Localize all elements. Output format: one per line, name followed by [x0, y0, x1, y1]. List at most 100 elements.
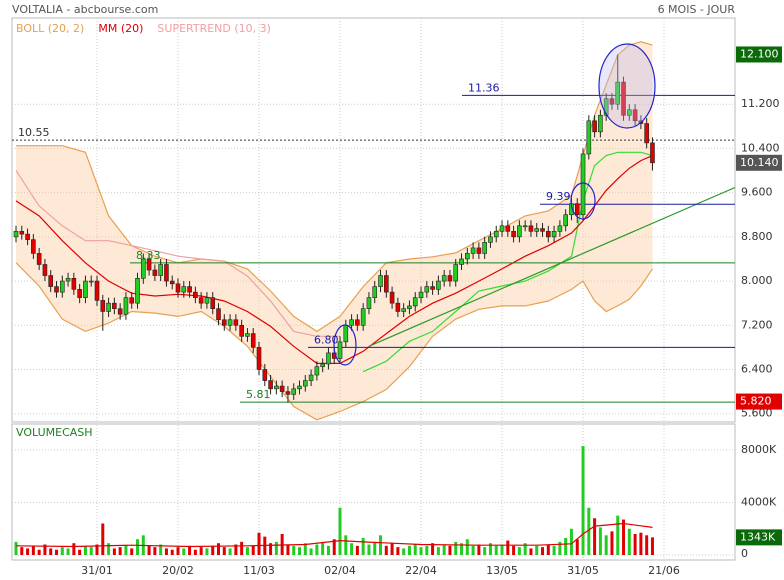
volume-bar — [211, 545, 215, 556]
volume-bar — [188, 545, 192, 556]
volume-bar — [286, 544, 290, 556]
legend-entry: MM (20) — [98, 22, 143, 35]
volume-bar — [240, 541, 244, 556]
candle-body — [106, 302, 111, 312]
volume-bar — [95, 544, 99, 556]
candle-body — [511, 231, 516, 238]
candle-body — [221, 319, 227, 326]
candle-body — [343, 324, 349, 343]
candle-body — [621, 81, 626, 116]
candle-body — [268, 380, 273, 390]
volume-bar — [222, 547, 226, 556]
candle-body — [389, 291, 395, 304]
candle-body — [447, 275, 453, 282]
candle-body — [557, 225, 563, 232]
candle-body — [112, 302, 117, 310]
volume-panel — [11, 423, 736, 561]
y-tick-label: 8.800 — [741, 230, 773, 243]
volume-bar — [153, 547, 157, 556]
volume-bar — [251, 545, 255, 556]
volume-bar — [112, 548, 116, 556]
volume-bar — [78, 549, 82, 556]
candle-body — [326, 352, 331, 365]
candle-body — [603, 98, 609, 116]
x-tick-label: 31/01 — [81, 564, 113, 577]
candle-body — [83, 280, 88, 298]
candle-body — [42, 264, 48, 276]
candle-body — [135, 278, 140, 304]
volume-bar — [332, 539, 336, 556]
volume-bar — [118, 547, 122, 556]
volume-bar — [569, 528, 573, 556]
volume-bar — [205, 548, 209, 556]
candle-body — [436, 280, 441, 290]
candle-body — [418, 291, 424, 298]
volume-bar — [350, 543, 354, 556]
candle-body — [360, 308, 366, 326]
volume-bar — [512, 545, 516, 556]
page-title: VOLTALIA - abcbourse.com — [12, 3, 158, 16]
volume-bar — [20, 547, 24, 556]
level-label: 10.55 — [18, 126, 50, 139]
volume-bar — [101, 523, 105, 556]
candle-body — [627, 109, 632, 116]
candle-body — [227, 319, 233, 326]
candle-body — [412, 297, 418, 307]
volume-bar — [645, 535, 649, 556]
volume-bar — [419, 547, 423, 556]
candle-body — [250, 333, 256, 348]
candle-body — [31, 239, 36, 254]
x-tick-label: 11/03 — [243, 564, 275, 577]
candle-body — [181, 286, 187, 293]
trend-line — [368, 186, 735, 347]
candle-body — [187, 286, 192, 293]
candle-body — [430, 286, 435, 290]
volume-bar — [159, 544, 163, 556]
period: 6 MOIS - JOUR — [658, 3, 736, 16]
candle-body — [574, 203, 580, 216]
volume-bar — [610, 531, 614, 556]
candle-body — [592, 120, 597, 133]
volume-bar — [66, 548, 70, 556]
candle-body — [563, 214, 568, 227]
candle-body — [279, 385, 285, 392]
x-tick-label: 21/06 — [648, 564, 680, 577]
volume-bar — [344, 535, 348, 556]
volume-bar — [471, 545, 475, 556]
volume-bar — [407, 545, 411, 556]
volume-bar — [396, 547, 400, 556]
volume-bar — [164, 548, 168, 556]
volume-bar — [367, 544, 371, 556]
candle-body — [262, 369, 268, 381]
y-tick-label: 8.000 — [741, 274, 773, 287]
volume-bar — [269, 543, 273, 556]
volume-bar — [199, 547, 203, 556]
candle-body — [198, 297, 204, 304]
volume-bar — [604, 535, 608, 556]
volume-bar — [321, 541, 325, 556]
y-tick-label: 7.200 — [741, 318, 773, 331]
x-tick-label: 20/02 — [162, 564, 194, 577]
candle-body — [505, 225, 511, 232]
volume-bar — [454, 541, 458, 556]
candle-body — [77, 289, 82, 298]
price-tag-label: 1343K — [740, 530, 776, 543]
volume-bar — [506, 540, 510, 556]
candle-body — [355, 319, 360, 326]
level-label: 8.33 — [136, 249, 161, 262]
candle-body — [372, 286, 378, 298]
volume-bar — [436, 547, 440, 556]
highlight-circle — [570, 182, 596, 220]
candle-body — [615, 81, 621, 105]
x-tick-label: 13/05 — [486, 564, 518, 577]
volume-bar — [546, 544, 550, 556]
x-tick-label: 22/04 — [405, 564, 437, 577]
candle-body — [256, 347, 262, 370]
volume-bar — [309, 548, 313, 556]
candle-body — [384, 275, 389, 293]
volume-bar — [89, 547, 93, 556]
volume-bar — [379, 535, 383, 556]
volume-bar — [558, 541, 562, 556]
volume-bar — [465, 539, 469, 556]
volume-bar — [37, 549, 41, 556]
